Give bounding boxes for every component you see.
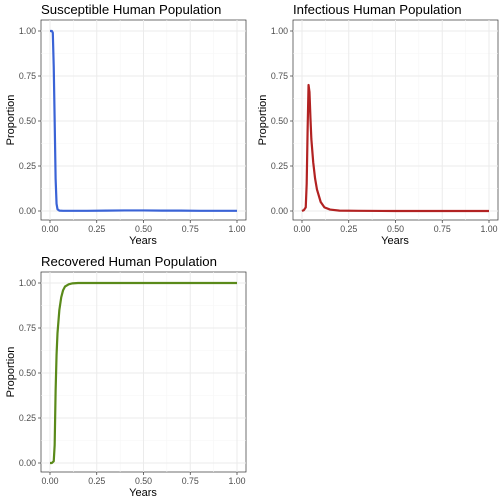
panel-title: Infectious Human Population [293,2,462,17]
y-tick-label: 0.00 [271,206,288,216]
x-tick-label: 0.50 [135,476,152,486]
x-axis-title: Years [129,235,157,247]
infectious-line [301,83,489,213]
y-tick-label: 1.00 [271,26,288,36]
panel-title: Recovered Human Population [41,254,217,269]
ticks: 0.00 0.25 0.50 0.75 1.00 0.00 0.25 0.50 0.75 1.00 [19,26,246,234]
x-tick-label: 0.75 [182,224,199,234]
x-tick-label: 0.00 [293,224,310,234]
x-axis-title: Years [381,235,409,247]
panel-recovered: Recovered Human Population 0.00 0.25 0.50 0… [5,254,247,499]
recovered-line [50,281,237,465]
susceptible-line [50,29,237,212]
y-axis-title: Proportion [257,95,269,146]
ticks: 0.00 0.25 0.50 0.75 1.00 0.00 0.25 0.50 0.75 1.00 [19,278,246,486]
grid [41,20,246,220]
x-tick-label: 1.00 [228,476,245,486]
y-tick-label: 0.50 [271,116,288,126]
x-tick-label: 0.75 [182,476,199,486]
y-tick-label: 0.25 [19,161,36,171]
y-tick-label: 0.00 [19,458,36,468]
x-tick-label: 0.00 [41,476,58,486]
y-axis-title: Proportion [5,95,17,146]
x-tick-label: 0.25 [340,224,357,234]
x-tick-label: 0.00 [41,224,58,234]
grid [293,20,498,220]
x-tick-label: 1.00 [480,224,497,234]
ticks: 0.00 0.25 0.50 0.75 1.00 0.00 0.25 0.50 0.75 1.00 [271,26,498,234]
x-tick-label: 0.25 [88,224,105,234]
y-tick-label: 1.00 [19,278,36,288]
y-tick-label: 0.75 [271,71,288,81]
x-axis-title: Years [129,487,157,499]
x-tick-label: 0.75 [434,224,451,234]
x-tick-label: 0.50 [387,224,404,234]
y-tick-label: 0.50 [19,368,36,378]
y-tick-label: 1.00 [19,26,36,36]
y-tick-label: 0.25 [271,161,288,171]
y-tick-label: 0.25 [19,413,36,423]
x-tick-label: 1.00 [228,224,245,234]
panel-title: Susceptible Human Population [41,2,221,17]
y-tick-label: 0.00 [19,206,36,216]
x-tick-label: 0.25 [88,476,105,486]
y-axis-title: Proportion [5,347,17,398]
y-tick-label: 0.50 [19,116,36,126]
y-tick-label: 0.75 [19,71,36,81]
panel-susceptible: Susceptible Human Population 0.00 0.25 0.5… [5,2,247,247]
panel-infectious: Infectious Human Population 0.00 0.25 0.50… [257,2,499,247]
x-tick-label: 0.50 [135,224,152,234]
y-tick-label: 0.75 [19,323,36,333]
